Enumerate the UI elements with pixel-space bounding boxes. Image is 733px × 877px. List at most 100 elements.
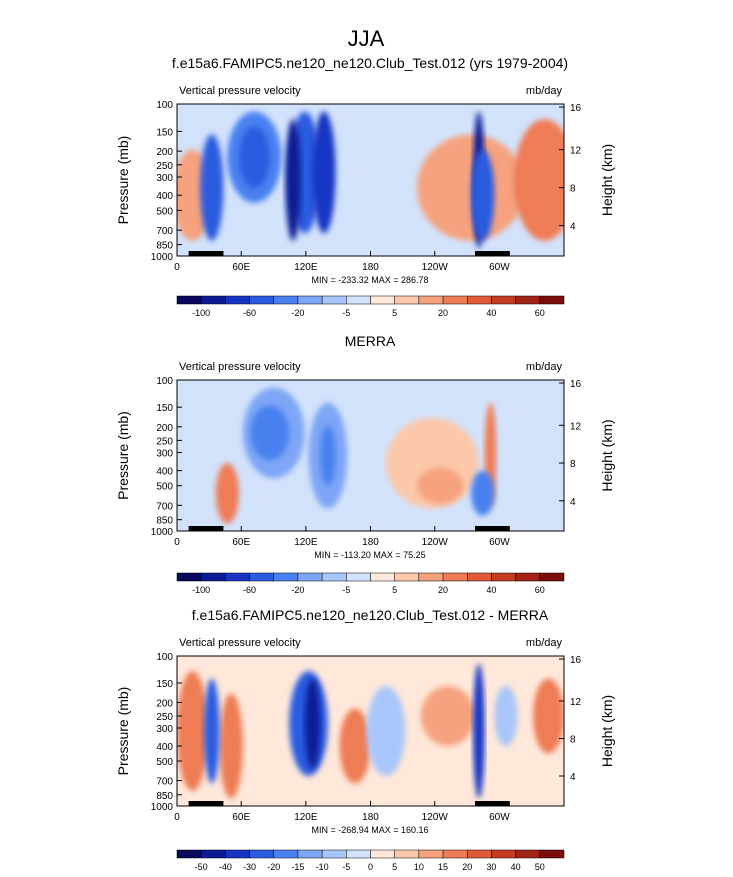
y-tick-label: 1000 — [151, 252, 174, 263]
y-tick-label: 250 — [156, 436, 173, 447]
x-tick-label: 60E — [232, 537, 250, 548]
y2-tick-label: 8 — [570, 735, 576, 746]
y-tick-label: 1000 — [151, 802, 174, 813]
colorbar-label: -20 — [291, 585, 304, 595]
stats-label: MIN = -268.94 MAX = 160.16 — [311, 825, 428, 835]
y-axis-label: Pressure (mb) — [115, 136, 131, 225]
topography-mask — [474, 801, 510, 806]
y2-tick-label: 16 — [570, 379, 582, 390]
x-tick-label: 180 — [362, 812, 379, 823]
y-tick-label: 100 — [156, 652, 173, 663]
panel-title: MERRA — [345, 333, 396, 349]
colorbar-swatch — [442, 295, 468, 305]
topography-mask — [188, 251, 224, 256]
y2-tick-label: 12 — [570, 146, 582, 157]
colorbar-swatch — [273, 572, 299, 582]
colorbar-label: -60 — [243, 585, 256, 595]
contour-field — [177, 380, 564, 531]
colorbar-swatch — [539, 572, 565, 582]
colorbar-swatch — [418, 295, 444, 305]
colorbar-label: -20 — [291, 308, 304, 318]
x-tick-label: 60W — [489, 812, 510, 823]
y-tick-label: 400 — [156, 742, 173, 753]
x-tick-label: 120W — [422, 537, 449, 548]
contour-field — [177, 104, 564, 256]
colorbar-swatch — [225, 849, 250, 859]
y2-axis-label: Height (km) — [599, 695, 615, 767]
x-tick-label: 120E — [294, 537, 318, 548]
y-tick-label: 150 — [156, 679, 173, 690]
contour-region — [250, 405, 290, 461]
colorbar-swatch — [200, 572, 226, 582]
colorbar-label: -30 — [243, 862, 256, 872]
colorbar-label: 20 — [438, 308, 448, 318]
y-axis-label: Pressure (mb) — [115, 687, 131, 776]
colorbar-label: 40 — [486, 585, 496, 595]
colorbar-label: 60 — [535, 585, 545, 595]
colorbar-label: 40 — [511, 862, 521, 872]
contour-region — [471, 149, 495, 241]
x-tick-label: 120W — [422, 812, 449, 823]
topography-mask — [188, 801, 224, 806]
colorbar-swatch — [297, 295, 323, 305]
colorbar-label: -5 — [342, 308, 350, 318]
colorbar-swatch — [515, 849, 541, 859]
colorbar-label: -40 — [219, 862, 232, 872]
contour-region — [366, 686, 406, 776]
colorbar-label: -5 — [342, 585, 350, 595]
y2-tick-label: 16 — [570, 655, 582, 666]
colorbar-swatch — [273, 849, 299, 859]
x-tick-label: 0 — [174, 262, 180, 273]
x-tick-label: 120E — [294, 262, 318, 273]
colorbar-swatch — [321, 572, 347, 582]
topography-mask — [188, 526, 224, 531]
y-tick-label: 700 — [156, 501, 173, 512]
contour-region — [177, 671, 208, 791]
y-tick-label: 700 — [156, 226, 173, 237]
colorbar-label: 20 — [438, 585, 448, 595]
contour-region — [215, 463, 239, 524]
contour-region — [494, 686, 518, 746]
colorbar-label: 5 — [392, 862, 397, 872]
colorbar-swatch — [515, 295, 541, 305]
contour-region — [304, 678, 321, 769]
units-label: mb/day — [526, 85, 563, 97]
y-tick-label: 200 — [156, 423, 173, 434]
colorbar-swatch — [491, 572, 516, 582]
colorbar-swatch — [467, 849, 492, 859]
colorbar-swatch — [297, 849, 323, 859]
colorbar-swatch — [442, 849, 468, 859]
y-tick-label: 300 — [156, 173, 173, 184]
colorbar-swatch — [225, 572, 250, 582]
y2-tick-label: 4 — [570, 497, 576, 508]
colorbar-label: 15 — [438, 862, 448, 872]
colorbar-label: -50 — [195, 862, 208, 872]
contour-region — [219, 693, 243, 799]
y-tick-label: 200 — [156, 699, 173, 710]
panel-1: f.e15a6.FAMIPC5.ne120_ne120.Club_Test.01… — [115, 55, 615, 318]
colorbar-swatch — [346, 849, 371, 859]
y-tick-label: 400 — [156, 467, 173, 478]
colorbar-swatch — [515, 572, 541, 582]
contour-region — [420, 686, 475, 746]
colorbar-swatch — [467, 295, 492, 305]
stats-label: MIN = -233.32 MAX = 286.78 — [311, 275, 428, 285]
contour-region — [312, 111, 336, 234]
colorbar-swatch — [176, 295, 202, 305]
y-tick-label: 100 — [156, 100, 173, 111]
y-tick-label: 500 — [156, 757, 173, 768]
contour-region — [238, 126, 270, 188]
colorbar-swatch — [491, 295, 516, 305]
panel-title: f.e15a6.FAMIPC5.ne120_ne120.Club_Test.01… — [172, 55, 568, 71]
colorbar-swatch — [370, 295, 395, 305]
y2-axis-label: Height (km) — [599, 144, 615, 216]
colorbar-swatch — [225, 295, 250, 305]
y-tick-label: 700 — [156, 777, 173, 788]
colorbar-swatch — [394, 849, 420, 859]
panel-title: f.e15a6.FAMIPC5.ne120_ne120.Club_Test.01… — [192, 607, 549, 623]
colorbar-label: -20 — [267, 862, 280, 872]
y2-tick-label: 4 — [570, 772, 576, 783]
y2-tick-label: 8 — [570, 459, 576, 470]
colorbar-label: -100 — [192, 585, 210, 595]
colorbar-label: -10 — [316, 862, 329, 872]
